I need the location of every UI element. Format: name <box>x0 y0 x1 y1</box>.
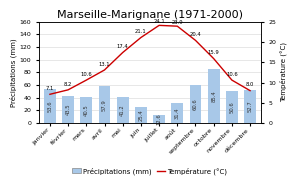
Text: 8.0: 8.0 <box>246 82 254 87</box>
Bar <box>80 97 92 123</box>
Text: 10.6: 10.6 <box>226 72 238 77</box>
Text: 41.2: 41.2 <box>120 104 125 116</box>
Bar <box>190 85 201 123</box>
Bar <box>208 69 220 123</box>
Bar <box>117 97 129 123</box>
Y-axis label: Précipitations (mm): Précipitations (mm) <box>9 38 17 107</box>
Bar <box>171 103 183 123</box>
Text: 50.6: 50.6 <box>230 101 234 113</box>
Text: 8.2: 8.2 <box>64 82 72 87</box>
Text: 25.4: 25.4 <box>138 109 143 121</box>
Bar <box>62 96 74 123</box>
Legend: Précipitations (mm), Température (°C): Précipitations (mm), Température (°C) <box>70 165 230 178</box>
Text: 17.4: 17.4 <box>117 44 129 49</box>
Text: 60.6: 60.6 <box>193 98 198 110</box>
Text: 24.1: 24.1 <box>153 19 165 24</box>
Text: 57.9: 57.9 <box>102 99 107 111</box>
Text: 15.9: 15.9 <box>208 50 220 55</box>
Y-axis label: Température (°C): Température (°C) <box>279 42 287 102</box>
Text: 85.4: 85.4 <box>211 90 216 102</box>
Text: 7.1: 7.1 <box>46 86 54 91</box>
Text: 12.6: 12.6 <box>157 113 162 125</box>
Bar <box>99 86 110 123</box>
Text: 20.4: 20.4 <box>190 32 201 37</box>
Text: 13.1: 13.1 <box>99 62 110 67</box>
Text: 10.6: 10.6 <box>80 72 92 77</box>
Text: 52.7: 52.7 <box>248 100 253 112</box>
Text: 43.5: 43.5 <box>66 104 70 115</box>
Text: 21.1: 21.1 <box>135 29 147 34</box>
Text: 40.5: 40.5 <box>84 104 89 116</box>
Text: 53.6: 53.6 <box>47 100 52 112</box>
Bar <box>44 89 56 123</box>
Bar <box>244 90 256 123</box>
Bar <box>135 107 147 123</box>
Text: 31.4: 31.4 <box>175 107 180 119</box>
Text: 23.9: 23.9 <box>172 20 183 25</box>
Title: Marseille-Marignane (1971-2000): Marseille-Marignane (1971-2000) <box>57 10 243 20</box>
Bar <box>226 91 238 123</box>
Bar <box>153 115 165 123</box>
